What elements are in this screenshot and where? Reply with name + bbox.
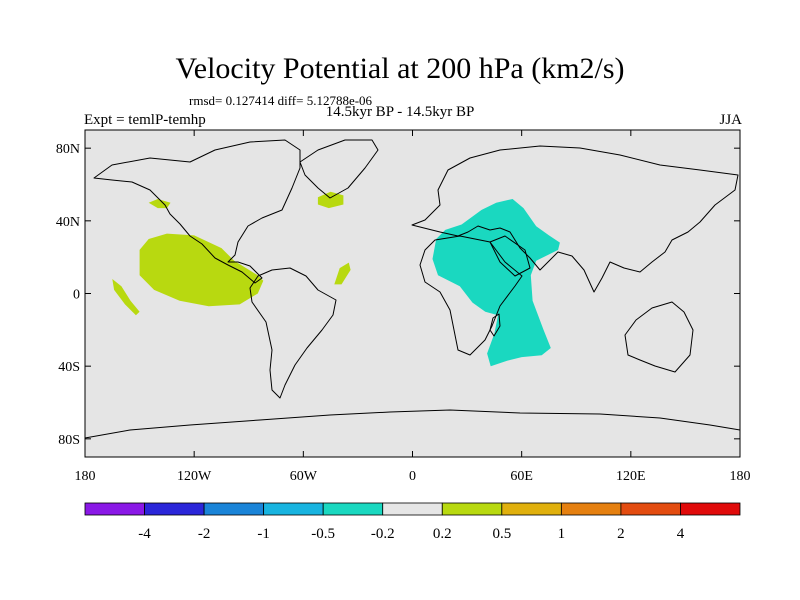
map-panel: 180 120W 60W 0 60E 120E 180 80N 40N 0 40S 80S	[56, 129, 751, 484]
x-tick-label: 180	[730, 469, 751, 484]
colorbar-label: -1	[257, 526, 270, 542]
colorbar-label: -4	[138, 526, 151, 542]
colorbar-label: 0.5	[492, 526, 511, 542]
colorbar-box	[441, 502, 503, 516]
rmsd-diff-stats: rmsd= 0.127414 diff= 5.12788e-06	[189, 93, 373, 108]
coastlines	[84, 139, 741, 439]
contour-regions	[112, 191, 560, 367]
experiment-label: Expt = temlP-temhp	[84, 112, 206, 128]
plot-title: Velocity Potential at 200 hPa (km2/s)	[175, 52, 625, 85]
colorbar-labels: -4 -2 -1 -0.5 -0.2 0.2 0.5 1 2 4	[138, 526, 684, 542]
colorbar-box	[322, 502, 384, 516]
colorbar-box	[144, 502, 205, 516]
colorbar-box	[620, 502, 681, 516]
y-tick-label: 80N	[56, 142, 80, 157]
map-ticks	[84, 130, 741, 457]
colorbar-label: -0.5	[311, 526, 335, 542]
x-tick-label: 60W	[290, 469, 318, 484]
x-tick-label: 120E	[616, 469, 646, 484]
colorbar-label: -2	[198, 526, 211, 542]
y-tick-label: 40S	[58, 360, 80, 375]
region-africa-indian-ocean	[432, 199, 560, 367]
colorbar-box	[263, 502, 324, 516]
colorbar-box	[382, 502, 443, 516]
region-north-atlantic	[317, 191, 344, 209]
longitude-labels: 180 120W 60W 0 60E 120E 180	[75, 469, 751, 484]
x-tick-label: 0	[409, 469, 416, 484]
y-tick-label: 40N	[56, 215, 80, 230]
colorbar-label: 0.2	[433, 526, 452, 542]
colorbar-box	[84, 502, 145, 516]
colorbar-boxes	[84, 502, 741, 516]
plot-subtitle: 14.5kyr BP - 14.5kyr BP	[325, 104, 475, 120]
x-tick-label: 120W	[177, 469, 212, 484]
region-east-pacific	[139, 233, 264, 307]
region-tropical-pacific-streak	[112, 279, 140, 316]
season-label: JJA	[719, 112, 742, 128]
colorbar-box	[203, 502, 265, 516]
y-tick-label: 0	[73, 288, 80, 303]
colorbar-box	[501, 502, 562, 516]
colorbar-label: 2	[617, 526, 625, 542]
colorbar-box	[680, 502, 741, 516]
latitude-labels: 80N 40N 0 40S 80S	[56, 142, 80, 448]
colorbar-label: -0.2	[371, 526, 395, 542]
colorbar-box	[560, 502, 622, 516]
colorbar: -4 -2 -1 -0.5 -0.2 0.2 0.5 1 2 4	[84, 502, 741, 542]
x-tick-label: 60E	[510, 469, 533, 484]
y-tick-label: 80S	[58, 433, 80, 448]
colorbar-label: 1	[558, 526, 566, 542]
region-tropical-atlantic	[334, 262, 351, 285]
colorbar-label: 4	[677, 526, 685, 542]
x-tick-label: 180	[75, 469, 96, 484]
